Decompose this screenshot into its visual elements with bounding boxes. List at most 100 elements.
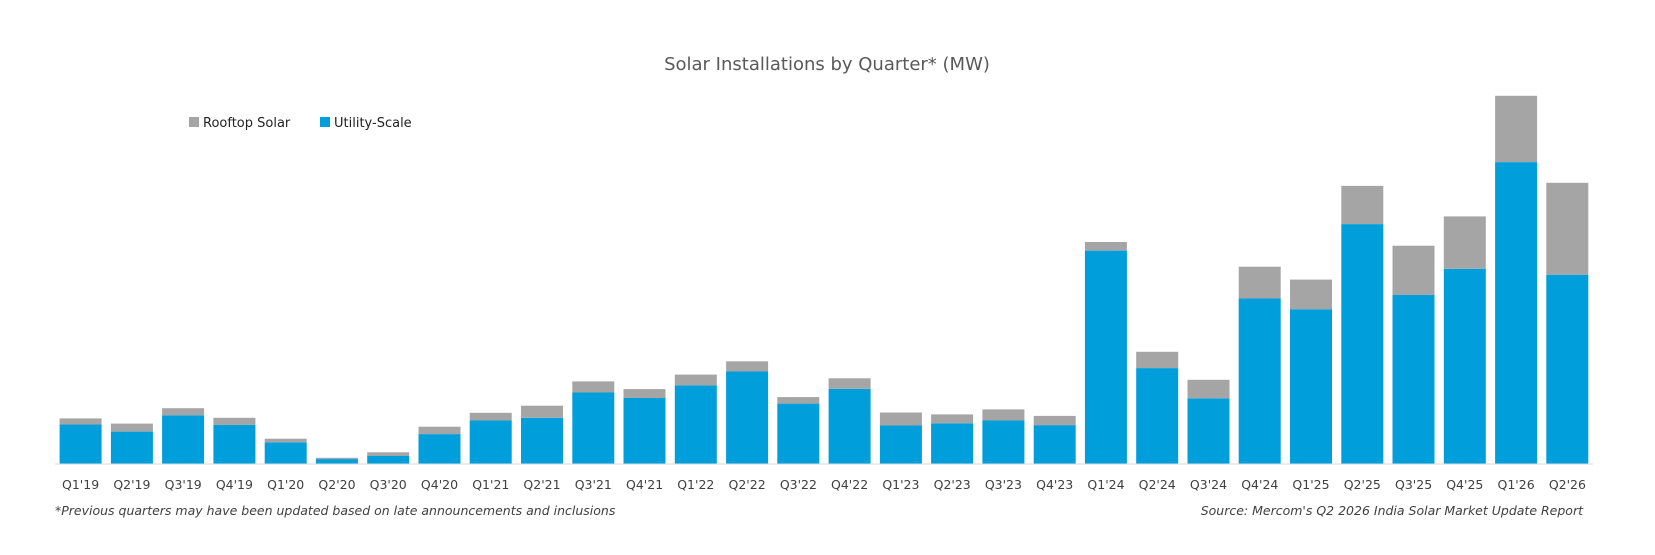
bar-rooftop-solar-q2-23 [931, 414, 974, 424]
bar-utility-scale-q1-26 [1495, 162, 1538, 464]
bar-utility-scale-q2-22 [726, 371, 769, 464]
x-tick-label: Q1'25 [1292, 477, 1329, 492]
bar-utility-scale-q2-26 [1546, 274, 1589, 464]
x-tick-label: Q3'23 [985, 477, 1022, 492]
x-tick-label: Q1'24 [1087, 477, 1124, 492]
legend-swatch-rooftop-solar [189, 117, 199, 127]
bar-utility-scale-q1-23 [879, 425, 922, 464]
bar-rooftop-solar-q2-24 [1136, 351, 1179, 369]
x-tick-label: Q2'22 [729, 477, 766, 492]
bar-utility-scale-q1-20 [264, 442, 307, 464]
bar-rooftop-solar-q4-21 [623, 389, 666, 398]
bar-utility-scale-q4-22 [828, 388, 871, 464]
bar-rooftop-solar-q1-26 [1495, 95, 1538, 163]
bar-rooftop-solar-q3-23 [982, 409, 1025, 421]
x-tick-label: Q4'23 [1036, 477, 1073, 492]
bar-utility-scale-q3-19 [162, 415, 205, 464]
bar-utility-scale-q2-21 [521, 417, 563, 465]
bar-utility-scale-q3-25 [1392, 295, 1435, 464]
x-tick-label: Q1'20 [267, 477, 304, 492]
bar-rooftop-solar-q1-24 [1084, 242, 1127, 251]
bar-utility-scale-q2-25 [1341, 224, 1384, 464]
bar-utility-scale-q4-25 [1443, 268, 1486, 464]
x-tick-label: Q1'19 [62, 477, 99, 492]
bar-utility-scale-q4-20 [418, 434, 461, 464]
bar-utility-scale-q2-20 [315, 459, 358, 464]
footnote: *Previous quarters may have been updated… [55, 503, 616, 518]
bar-utility-scale-q4-21 [623, 398, 666, 464]
bar-utility-scale-q3-24 [1187, 398, 1230, 464]
bar-rooftop-solar-q3-20 [367, 452, 410, 456]
x-tick-label: Q1'23 [882, 477, 919, 492]
x-tick-label: Q3'22 [780, 477, 817, 492]
bar-utility-scale-q3-23 [982, 420, 1025, 464]
bar-rooftop-solar-q1-23 [879, 412, 922, 426]
x-tick-label: Q3'25 [1395, 477, 1432, 492]
bar-utility-scale-q4-24 [1238, 298, 1281, 464]
bar-rooftop-solar-q2-22 [726, 361, 769, 372]
bar-utility-scale-q3-21 [572, 392, 615, 464]
x-tick-label: Q2'23 [934, 477, 971, 492]
bar-rooftop-solar-q3-21 [572, 381, 615, 393]
bar-rooftop-solar-q2-26 [1546, 182, 1589, 275]
bar-utility-scale-q1-24 [1084, 250, 1127, 464]
bar-utility-scale-q3-20 [367, 456, 410, 464]
bar-utility-scale-q2-24 [1136, 368, 1179, 464]
x-tick-label: Q2'20 [318, 477, 355, 492]
bar-utility-scale-q1-25 [1290, 309, 1332, 464]
bar-utility-scale-q2-23 [931, 423, 974, 464]
bar-group [59, 95, 1589, 465]
chart-title: Solar Installations by Quarter* (MW) [664, 54, 990, 75]
bar-rooftop-solar-q2-21 [521, 405, 563, 418]
x-tick-label: Q2'24 [1139, 477, 1176, 492]
x-tick-label: Q2'19 [113, 477, 150, 492]
legend: Rooftop Solar Utility-Scale [189, 116, 412, 131]
legend-label-utility-scale: Utility-Scale [334, 116, 412, 131]
x-tick-label: Q3'19 [165, 477, 202, 492]
bar-rooftop-solar-q1-21 [469, 412, 512, 421]
bar-rooftop-solar-q1-20 [264, 438, 307, 443]
bar-utility-scale-q2-19 [110, 431, 153, 464]
bar-rooftop-solar-q3-19 [162, 408, 205, 416]
bar-utility-scale-q1-21 [469, 420, 512, 464]
x-tick-label: Q4'24 [1241, 477, 1278, 492]
bar-utility-scale-q4-19 [213, 424, 256, 464]
bar-rooftop-solar-q2-20 [315, 457, 358, 459]
legend-swatch-utility-scale [320, 117, 330, 127]
x-tick-label: Q1'22 [677, 477, 714, 492]
bar-rooftop-solar-q3-24 [1187, 379, 1230, 399]
bar-rooftop-solar-q4-25 [1443, 216, 1486, 269]
x-tick-label: Q4'20 [421, 477, 458, 492]
bar-rooftop-solar-q1-22 [674, 374, 717, 386]
x-tick-label: Q4'22 [831, 477, 868, 492]
x-tick-label: Q4'21 [626, 477, 663, 492]
x-tick-label: Q4'25 [1446, 477, 1483, 492]
x-tick-label: Q2'25 [1344, 477, 1381, 492]
bar-rooftop-solar-q4-20 [418, 426, 461, 435]
bar-rooftop-solar-q3-25 [1392, 245, 1435, 295]
bar-utility-scale-q4-23 [1033, 425, 1076, 464]
bar-rooftop-solar-q4-22 [828, 378, 871, 389]
bar-utility-scale-q3-22 [777, 403, 820, 464]
bar-utility-scale-q1-19 [59, 424, 102, 464]
bar-rooftop-solar-q1-25 [1290, 279, 1332, 310]
x-tick-label: Q4'19 [216, 477, 253, 492]
bar-rooftop-solar-q4-24 [1238, 266, 1281, 299]
bar-rooftop-solar-q2-19 [110, 423, 153, 432]
bar-utility-scale-q1-22 [674, 385, 717, 464]
bar-rooftop-solar-q3-22 [777, 397, 820, 404]
x-tick-label: Q1'26 [1498, 477, 1535, 492]
legend-label-rooftop-solar: Rooftop Solar [203, 116, 291, 131]
x-tick-label: Q3'20 [370, 477, 407, 492]
x-tick-label: Q3'21 [575, 477, 612, 492]
bar-rooftop-solar-q1-19 [59, 418, 102, 425]
x-tick-label: Q2'21 [523, 477, 560, 492]
source-note: Source: Mercom's Q2 2026 India Solar Mar… [1201, 503, 1584, 518]
x-tick-label: Q3'24 [1190, 477, 1227, 492]
x-tick-label: Q1'21 [472, 477, 509, 492]
x-tick-label: Q2'26 [1549, 477, 1586, 492]
bar-rooftop-solar-q4-23 [1033, 415, 1076, 426]
bar-rooftop-solar-q4-19 [213, 417, 256, 425]
x-axis-tick-labels: Q1'19 Q2'19 Q3'19 Q4'19 Q1'20 Q2'20 Q3'20 Q4'20… [62, 477, 1586, 492]
